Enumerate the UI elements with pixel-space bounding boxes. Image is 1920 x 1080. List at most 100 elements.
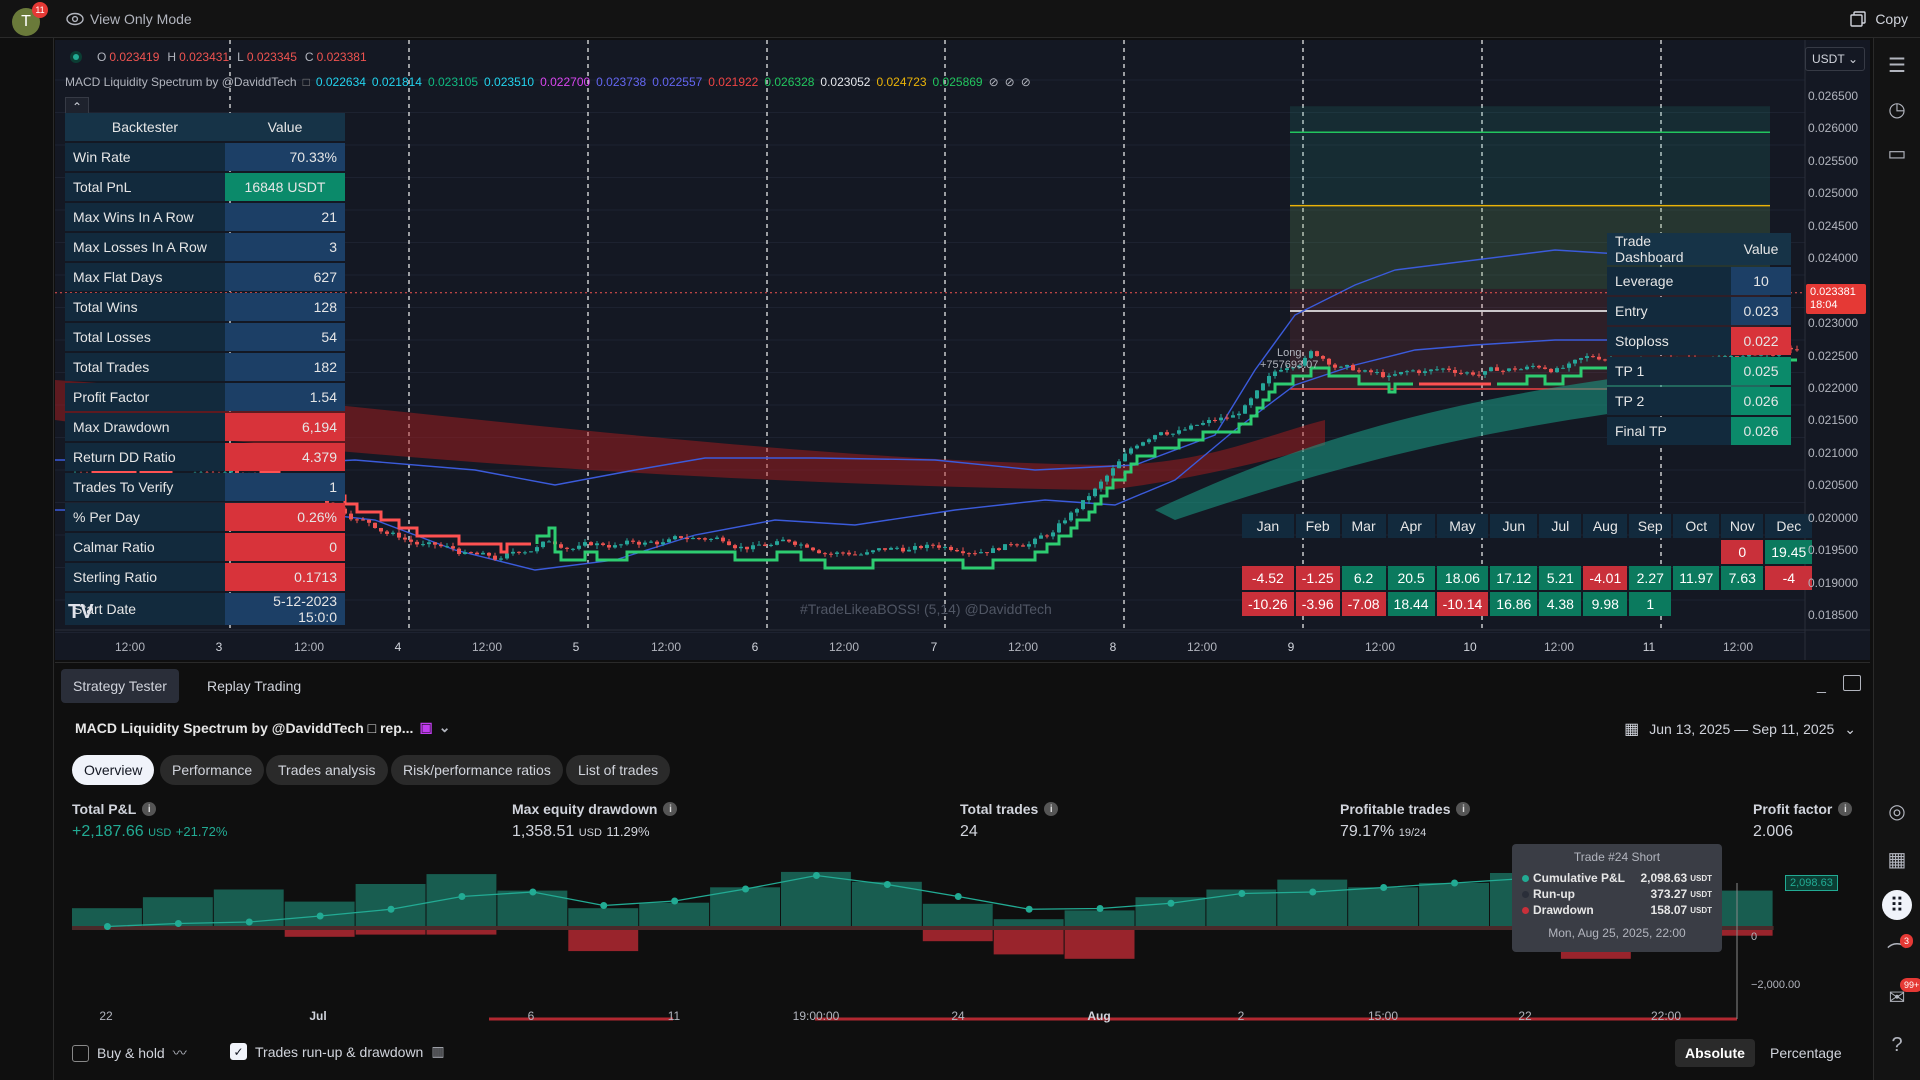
help-icon[interactable]: ? [1891,1033,1903,1056]
indicator-legend[interactable]: MACD Liquidity Spectrum by @DaviddTech □… [65,75,1031,89]
time-axis-label: 12:00 [1007,640,1039,654]
candle-body [739,546,743,549]
time-axis-label: 5 [572,640,580,654]
trend-segment [535,366,1413,570]
visibility-icon[interactable]: ⊘ [988,75,999,89]
runup-bar [710,887,780,928]
chat-icon[interactable]: ▭ [1887,142,1907,165]
metric-value: +2,187.66 [72,823,144,840]
dashboard-row-label: TP 2 [1607,387,1731,415]
candle-body [1357,370,1361,372]
visibility-icon[interactable]: ⊘ [1020,75,1031,89]
notifications-icon[interactable]: ✉ [1888,986,1906,1009]
view-only-mode-indicator[interactable]: View Only Mode [66,11,192,27]
candle-body [949,546,953,550]
month-cell [1490,540,1537,564]
drawdown-bar [284,928,355,937]
candle-body [1603,359,1607,361]
price-axis-label: 0.025500 [1808,154,1859,168]
candle-body [1063,520,1067,524]
equity-chart[interactable] [55,843,1870,1073]
candle-body [481,552,485,555]
subtab-list-of-trades[interactable]: List of trades [566,755,671,785]
indicator-values: 0.022634 0.021814 0.023105 0.023510 0.022700… [316,75,983,89]
candle-body [979,552,983,554]
tab-replay-trading[interactable]: Replay Trading [207,678,302,694]
info-icon[interactable]: i [1838,802,1853,816]
candle-body [451,546,455,549]
runup-bar [1419,882,1489,928]
backtester-row-label: Total Losses [65,323,225,351]
percentage-mode-button[interactable]: Percentage [1770,1045,1842,1061]
apps-grid-icon[interactable]: ⠿ [1882,890,1912,920]
subtab-risk-performance-ratios[interactable]: Risk/performance ratios [391,755,563,785]
minimize-panel-icon[interactable]: _ [1817,677,1826,694]
date-range-selector[interactable]: ▦ Jun 13, 2025 — Sep 11, 2025 ⌄ [1624,719,1856,739]
watchlist-icon[interactable]: ☰ [1888,54,1906,77]
rss-feed-icon[interactable]: ⌒ [1887,942,1907,965]
backtester-row: Total Trades 182 [65,353,345,381]
dashboard-row: TP 2 0.026 [1607,387,1791,415]
cumulative-pnl-point [387,905,395,913]
equity-x-label: 2 [1237,1009,1245,1023]
backtester-row-value: 0.26% [225,503,345,531]
strategy-title[interactable]: MACD Liquidity Spectrum by @DaviddTech □… [75,719,450,736]
candle-body [559,544,563,548]
price-axis-label: 0.026500 [1808,89,1859,103]
candle-body [817,550,821,554]
info-icon[interactable]: i [1456,802,1471,816]
trade-dashboard-table: Trade Dashboard Value Leverage 10 Entry 0.0… [1607,231,1791,447]
info-icon[interactable]: i [1044,802,1059,816]
candle-body [781,539,785,542]
view-mode-label: View Only Mode [90,11,192,27]
candle-body [523,552,527,554]
candle-body [1303,357,1307,366]
subtab-trades-analysis[interactable]: Trades analysis [266,755,388,785]
feed-badge: 3 [1900,934,1914,948]
tab-strategy-tester[interactable]: Strategy Tester [61,669,179,703]
candle-body [343,508,347,514]
info-icon[interactable]: i [663,802,678,816]
line-chart-icon: 〰 [172,1045,187,1061]
absolute-mode-button[interactable]: Absolute [1675,1039,1755,1067]
calendar-icon[interactable]: ▦ [1887,848,1907,871]
candle-body [751,545,755,550]
dashboard-row-label: Leverage [1607,267,1731,295]
runup-drawdown-checkbox[interactable]: ✓ Trades run-up & drawdown ▥ [230,1043,445,1060]
price-axis-label: 0.019000 [1808,576,1859,590]
candle-body [613,545,617,548]
month-cell [1342,540,1386,564]
backtester-row: Win Rate 70.33% [65,143,345,171]
candle-body [1513,368,1517,370]
currency-selector[interactable]: USDT ⌄ [1805,47,1865,71]
candle-body [1375,372,1379,374]
candle-body [577,545,581,549]
checkbox-box[interactable] [72,1044,89,1062]
subtab-performance[interactable]: Performance [160,755,265,785]
indicator-value: 0.025869 [932,75,983,89]
candle-body [439,544,443,547]
visibility-icon[interactable]: ⊘ [1004,75,1015,89]
candle-body [571,548,575,550]
candle-body [865,552,869,555]
candle-body [883,548,887,550]
copy-button[interactable]: Copy [1849,10,1908,28]
info-icon[interactable]: i [142,802,157,816]
buy-hold-checkbox[interactable]: Buy & hold 〰 [72,1043,187,1063]
maximize-panel-icon[interactable] [1843,675,1861,691]
subtab-overview[interactable]: Overview [72,755,155,785]
candle-body [1129,448,1133,454]
checkbox-checked[interactable]: ✓ [230,1043,247,1060]
backtester-row-value: 3 [225,233,345,261]
alerts-clock-icon[interactable]: ◷ [1888,98,1906,121]
candle-body [1795,349,1799,351]
compass-icon[interactable]: ◎ [1888,800,1906,823]
month-cell [1629,540,1671,564]
cumulative-pnl-point [1167,899,1175,907]
last-price: 0.023381 [1810,286,1856,298]
candle-body [1171,433,1175,435]
metric-total-pnl-value: +2,187.66 USD +21.72% [72,823,227,841]
candle-body [763,544,767,546]
candle-body [757,544,761,546]
candle-body [1519,369,1523,371]
